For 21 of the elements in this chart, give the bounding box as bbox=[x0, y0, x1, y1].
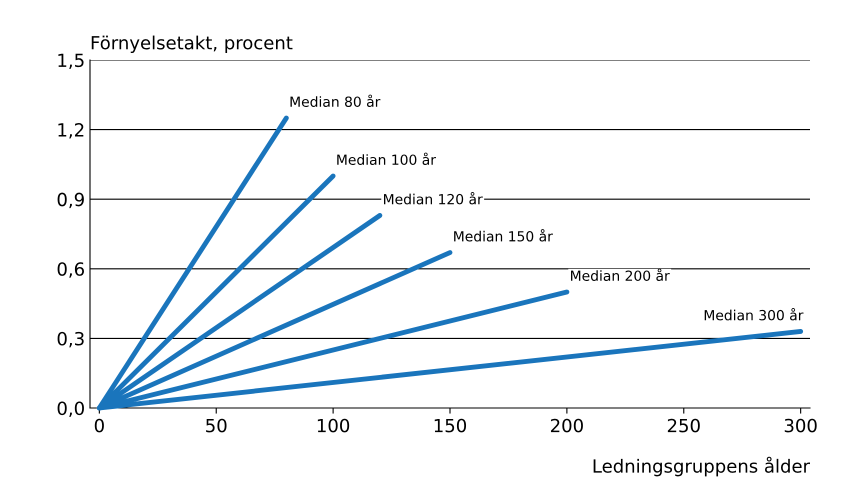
series-label: Median 80 år bbox=[290, 94, 380, 107]
series-label: Median 300 år bbox=[704, 308, 804, 320]
y-axis-title: Förnyelsetakt, procent bbox=[92, 36, 292, 54]
x-axis-title: Ledningsgruppens ålder bbox=[594, 456, 810, 476]
y-tick-label: 1,5 bbox=[58, 54, 84, 69]
y-tick-label: 0,6 bbox=[58, 262, 84, 278]
x-tick-label: 150 bbox=[434, 418, 466, 432]
series-label: Median 120 år bbox=[384, 192, 483, 204]
y-tick-label: 0,9 bbox=[58, 192, 84, 208]
y-tick-label: 0,0 bbox=[58, 401, 84, 417]
x-tick-label: 200 bbox=[550, 418, 583, 432]
y-tick-label: 1,2 bbox=[58, 123, 84, 139]
x-tick-label: 50 bbox=[206, 418, 227, 432]
series-label: Median 150 år bbox=[454, 229, 553, 242]
series-label: Median 100 år bbox=[337, 152, 436, 165]
x-tick-label: 300 bbox=[784, 418, 817, 432]
x-tick-label: 0 bbox=[94, 418, 104, 432]
x-tick-label: 250 bbox=[668, 418, 700, 432]
x-tick-label: 100 bbox=[318, 418, 350, 432]
y-tick-label: 0,3 bbox=[58, 332, 84, 348]
series-label: Median 200 år bbox=[571, 268, 670, 281]
